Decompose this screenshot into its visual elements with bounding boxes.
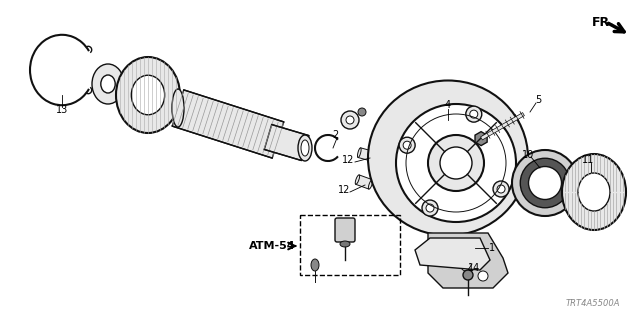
Circle shape	[466, 106, 482, 122]
Bar	[300, 215, 400, 275]
Polygon shape	[264, 124, 308, 160]
Ellipse shape	[529, 166, 561, 199]
Ellipse shape	[562, 154, 626, 230]
Polygon shape	[358, 148, 378, 162]
Text: 12: 12	[338, 185, 350, 195]
Circle shape	[426, 204, 434, 212]
Ellipse shape	[368, 81, 528, 236]
Text: 5: 5	[535, 95, 541, 105]
FancyBboxPatch shape	[335, 218, 355, 242]
Ellipse shape	[92, 64, 124, 104]
Text: 2: 2	[332, 130, 338, 140]
Ellipse shape	[396, 104, 516, 222]
Ellipse shape	[298, 135, 312, 161]
Ellipse shape	[358, 148, 361, 157]
Circle shape	[403, 141, 411, 149]
Ellipse shape	[369, 180, 372, 189]
Ellipse shape	[301, 140, 309, 156]
Text: 10: 10	[522, 150, 534, 160]
Text: TRT4A5500A: TRT4A5500A	[566, 299, 620, 308]
Text: 14: 14	[468, 263, 480, 273]
Ellipse shape	[355, 175, 360, 184]
Circle shape	[478, 271, 488, 281]
Circle shape	[493, 181, 509, 197]
Text: 4: 4	[445, 100, 451, 110]
Text: 1: 1	[489, 243, 495, 253]
Text: 11: 11	[582, 155, 594, 165]
Ellipse shape	[301, 136, 308, 160]
Circle shape	[497, 185, 505, 193]
Circle shape	[422, 200, 438, 216]
Ellipse shape	[101, 75, 115, 93]
Ellipse shape	[463, 270, 473, 280]
Ellipse shape	[346, 116, 354, 124]
Ellipse shape	[131, 75, 164, 115]
Ellipse shape	[172, 89, 184, 127]
Circle shape	[428, 135, 484, 191]
Polygon shape	[172, 90, 284, 158]
Ellipse shape	[578, 173, 610, 211]
Polygon shape	[415, 238, 490, 270]
Ellipse shape	[116, 57, 180, 133]
Polygon shape	[428, 233, 508, 288]
Text: FR.: FR.	[592, 15, 615, 28]
Circle shape	[358, 108, 366, 116]
Text: 13: 13	[56, 105, 68, 115]
Circle shape	[470, 110, 478, 118]
Text: ATM-54: ATM-54	[250, 241, 296, 251]
Polygon shape	[356, 175, 372, 189]
Ellipse shape	[520, 158, 570, 208]
Text: 12: 12	[342, 155, 354, 165]
Ellipse shape	[311, 259, 319, 271]
Circle shape	[399, 137, 415, 153]
Circle shape	[440, 147, 472, 179]
Ellipse shape	[512, 150, 578, 216]
Ellipse shape	[375, 153, 378, 162]
Ellipse shape	[341, 111, 359, 129]
Polygon shape	[475, 132, 487, 146]
Ellipse shape	[340, 241, 350, 247]
Circle shape	[461, 261, 471, 271]
